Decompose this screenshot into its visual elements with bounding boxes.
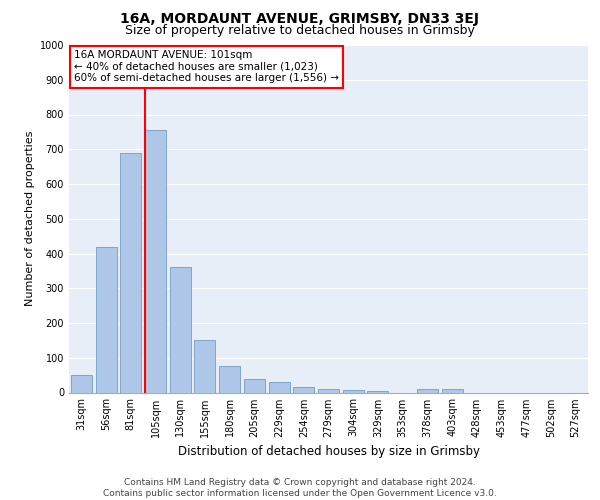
Y-axis label: Number of detached properties: Number of detached properties <box>25 131 35 306</box>
Bar <box>244 378 265 392</box>
Text: Contains HM Land Registry data © Crown copyright and database right 2024.
Contai: Contains HM Land Registry data © Crown c… <box>103 478 497 498</box>
Bar <box>417 389 438 392</box>
Bar <box>293 386 314 392</box>
Bar <box>269 382 290 392</box>
Bar <box>442 389 463 392</box>
Bar <box>219 366 240 392</box>
Bar <box>145 130 166 392</box>
Text: 16A, MORDAUNT AVENUE, GRIMSBY, DN33 3EJ: 16A, MORDAUNT AVENUE, GRIMSBY, DN33 3EJ <box>121 12 479 26</box>
Bar <box>194 340 215 392</box>
Bar <box>71 375 92 392</box>
X-axis label: Distribution of detached houses by size in Grimsby: Distribution of detached houses by size … <box>178 445 479 458</box>
Text: 16A MORDAUNT AVENUE: 101sqm
← 40% of detached houses are smaller (1,023)
60% of : 16A MORDAUNT AVENUE: 101sqm ← 40% of det… <box>74 50 339 84</box>
Bar <box>343 390 364 392</box>
Bar <box>120 152 141 392</box>
Bar <box>95 246 116 392</box>
Text: Size of property relative to detached houses in Grimsby: Size of property relative to detached ho… <box>125 24 475 37</box>
Bar <box>318 389 339 392</box>
Bar <box>170 268 191 392</box>
